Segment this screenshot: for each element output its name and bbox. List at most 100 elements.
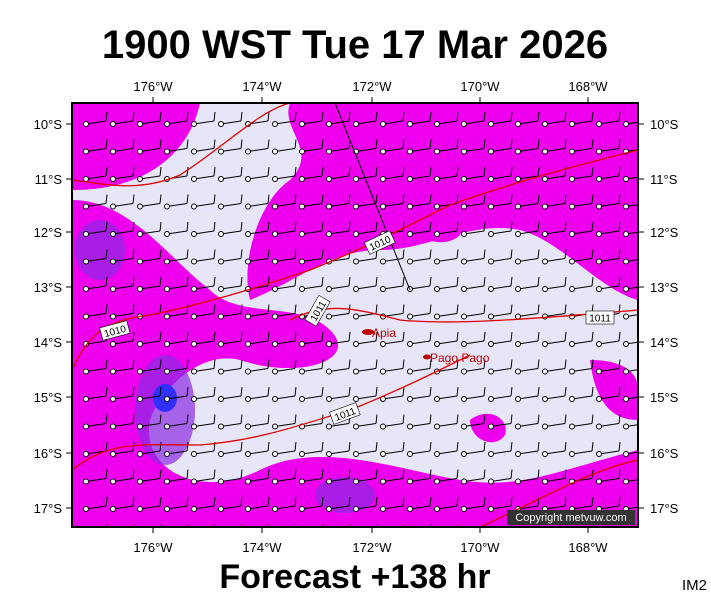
barb-staff [274,423,296,427]
map-area [72,103,647,539]
barb-flag [186,331,189,342]
barb-staff [166,340,188,345]
barb-station [245,148,251,155]
barb-flag [483,359,486,369]
barb-station [111,534,116,539]
barb-flag [646,415,647,424]
barb-flag [402,194,405,204]
barb-flag [348,496,351,507]
barb-staff [544,313,566,317]
barb-station [218,258,224,265]
barb-staff [383,534,403,537]
barb-flag [132,386,135,397]
isobar-label-box [585,310,615,325]
barb-station [137,506,143,512]
barb-station [515,258,521,265]
barb-staff [139,175,161,180]
barb-station [488,121,494,127]
barb-flag [646,277,647,286]
barb-staff [409,340,431,345]
barb-station [516,534,521,539]
barb-staff [220,230,242,235]
barb-staff [463,395,485,400]
barb-flag [375,496,378,507]
barb-station [623,341,629,347]
barb-station [137,478,143,485]
barb-flag [510,166,513,177]
barb-flag [591,414,594,424]
barb-station [380,121,386,127]
barb-staff [274,230,296,235]
barb-flag [564,496,567,507]
barb-staff [328,120,350,125]
barb-flag [456,166,459,177]
barb-station [137,451,143,457]
barb-staff [409,313,431,317]
barb-station [542,176,548,182]
barb-station [407,121,413,127]
barb-flag [294,194,297,204]
barb-flag [483,221,486,232]
barb-flag [348,111,351,122]
barb-station [461,258,467,265]
barb-station [542,313,548,320]
lat-label: 10°S [34,117,63,132]
barb-flag [186,194,189,204]
lon-label: 174°W [242,540,282,555]
barb-staff [571,395,593,400]
barb-station [569,451,575,457]
barb-station [569,286,575,292]
barb-flag [618,496,621,507]
barb-flag [483,139,486,149]
barb-staff [247,258,269,262]
barb-flag [537,221,540,232]
barb-staff [625,286,638,290]
barb-station [326,478,332,485]
barb-station [461,313,467,320]
barb-flag [402,139,405,149]
barb-staff [112,368,134,372]
barb-station [596,396,602,402]
barb-station [461,478,467,485]
barb-staff [139,505,161,510]
barb-staff [598,230,620,235]
barb-station [569,423,575,430]
barb-flag [429,331,432,342]
barb-staff [220,505,242,510]
barb-station [434,506,440,512]
barb-flag [186,221,189,232]
barb-station [543,534,548,539]
barb-station [461,286,467,292]
barb-station [353,313,359,320]
barb-staff [410,534,430,537]
barb-staff [113,534,133,537]
barb-staff [544,395,566,400]
barb-flag [240,359,243,369]
barb-staff [355,478,377,482]
barb-station [164,148,170,155]
barb-flag [646,442,647,451]
barb-flag [105,359,108,369]
barb-flag [240,194,243,204]
barb-flag [213,194,216,204]
barb-station [164,478,170,485]
barb-staff [490,395,512,400]
barb-station [353,396,359,402]
barb-staff [436,120,458,125]
barb-staff [625,451,638,455]
barb-flag [402,414,405,424]
barb-flag [375,414,378,424]
barb-flag [348,386,351,397]
barb-flag [591,194,594,204]
barb-staff [247,505,269,510]
barb-staff [193,340,215,345]
barb-station [488,258,494,265]
barb-flag [618,111,621,122]
barb-staff [221,534,241,537]
barb-staff [517,203,539,207]
barb-staff [193,285,215,290]
barb-staff [301,395,323,400]
barb-station [542,231,548,237]
barb-staff [85,478,107,482]
place-label: Apia [372,326,396,340]
